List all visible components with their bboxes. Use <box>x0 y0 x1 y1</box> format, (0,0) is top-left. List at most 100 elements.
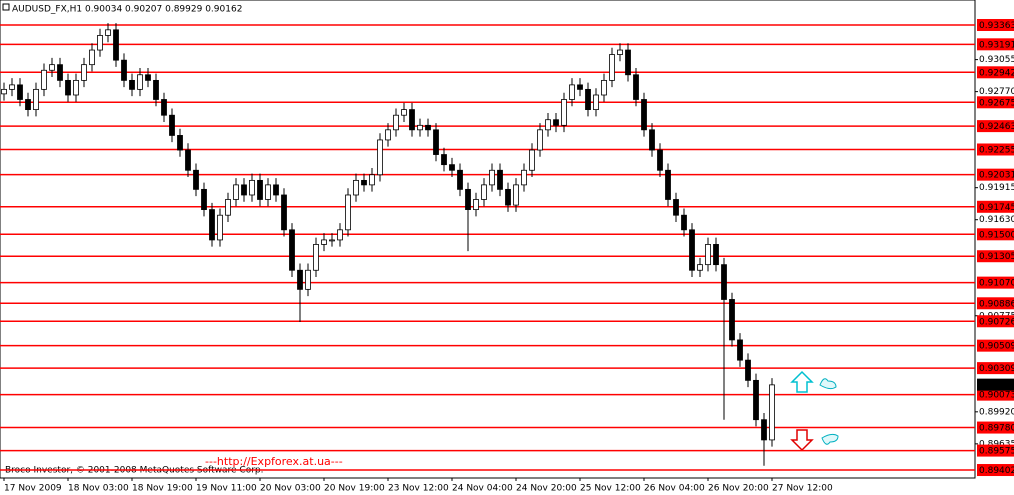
candle-body <box>497 169 503 190</box>
y-tick-label: 0.89635 <box>979 439 1014 449</box>
x-tick-label: 20 Nov 19:00 <box>324 484 385 494</box>
candle-body <box>585 88 591 110</box>
candle-body <box>545 119 551 131</box>
level-label: 0.91745 <box>979 203 1014 213</box>
candle-body <box>649 129 655 151</box>
candle-body <box>25 99 31 110</box>
candle-body <box>561 99 567 126</box>
candle-body <box>737 339 743 361</box>
candle-body <box>249 179 255 196</box>
candle-body <box>625 49 631 76</box>
level-label: 0.90309 <box>979 364 1014 374</box>
candle-body <box>449 164 455 171</box>
candle-body <box>665 169 671 200</box>
candle-body <box>729 299 735 341</box>
candle-body <box>305 269 311 290</box>
candle-body <box>393 114 399 131</box>
level-label-box <box>977 297 1014 310</box>
candle-body <box>505 188 511 206</box>
candle-body <box>233 184 239 200</box>
plot-frame <box>0 0 976 479</box>
x-tick-label: 26 Nov 04:00 <box>644 484 705 494</box>
level-label-box <box>977 168 1014 181</box>
candle-body <box>633 74 639 100</box>
candle-body <box>281 194 287 231</box>
candle-body <box>569 84 575 100</box>
candle-body <box>361 179 367 186</box>
candle-body <box>609 54 615 81</box>
candle-body <box>169 114 175 136</box>
level-label: 0.91500 <box>979 230 1014 240</box>
candle-body <box>593 94 599 110</box>
candle-body <box>705 244 711 266</box>
candle-body <box>417 124 423 131</box>
candle-body <box>681 214 687 231</box>
candle-body <box>145 74 151 81</box>
candle-body <box>313 244 319 271</box>
candle-body <box>57 64 63 81</box>
level-label-box <box>977 362 1014 375</box>
level-label-box <box>977 421 1014 434</box>
up-arrow <box>790 370 837 393</box>
candle-body <box>481 184 487 200</box>
level-label-box <box>977 66 1014 79</box>
candle-body <box>657 149 663 171</box>
x-tick-label: 24 Nov 04:00 <box>452 484 513 494</box>
candle-body <box>73 79 79 96</box>
candle-body <box>409 109 415 131</box>
x-tick-label: 27 Nov 12:00 <box>772 484 833 494</box>
y-tick-label: 0.89920 <box>979 407 1014 417</box>
candle-body <box>537 129 543 151</box>
x-tick-label: 18 Nov 03:00 <box>68 484 129 494</box>
candle-body <box>321 239 327 245</box>
candle-body <box>297 269 303 290</box>
candle-body <box>97 35 103 51</box>
candle-body <box>329 239 335 242</box>
level-label: 0.92255 <box>979 145 1014 155</box>
candle-body <box>353 179 359 196</box>
candle-body <box>81 64 87 81</box>
candle-body <box>441 154 447 166</box>
candle-body <box>201 188 207 210</box>
candle-body <box>273 184 279 196</box>
level-label: 0.89575 <box>979 447 1014 457</box>
level-label: 0.90073 <box>979 391 1014 401</box>
candle-body <box>769 384 775 441</box>
level-label-box <box>977 250 1014 263</box>
level-label: 0.92031 <box>979 171 1014 181</box>
level-label: 0.92942 <box>979 68 1014 78</box>
level-label-box <box>977 228 1014 241</box>
candle-body <box>257 179 263 200</box>
x-tick-label: 17 Nov 2009 <box>4 484 62 494</box>
candle-body <box>121 59 127 81</box>
candle-body <box>49 64 55 71</box>
y-tick-label: 0.91630 <box>979 215 1014 225</box>
x-tick-label: 24 Nov 20:00 <box>516 484 577 494</box>
candle-body <box>465 188 471 210</box>
candle-body <box>753 379 759 421</box>
level-label: 0.89402 <box>979 466 1014 476</box>
candle-body <box>385 129 391 141</box>
y-tick-label: 0.93055 <box>979 55 1014 65</box>
candle-body <box>89 49 95 66</box>
candle-body <box>721 264 727 300</box>
current-price-label: 0.90162 <box>979 381 1014 391</box>
candle-body <box>193 169 199 190</box>
candle-body <box>401 109 407 116</box>
candle-body <box>577 84 583 90</box>
candle-body <box>745 359 751 381</box>
level-label-box <box>977 315 1014 328</box>
candle-body <box>377 139 383 176</box>
level-label-box <box>977 120 1014 133</box>
level-label: 0.93191 <box>979 40 1014 50</box>
level-label: 0.92675 <box>979 98 1014 108</box>
candle-body <box>41 69 47 90</box>
candle-body <box>265 184 271 200</box>
candle-body <box>433 129 439 155</box>
candle-body <box>473 199 479 210</box>
candle-body <box>9 84 15 90</box>
candle-body <box>225 199 231 216</box>
candle-body <box>241 184 247 196</box>
x-tick-label: 26 Nov 20:00 <box>708 484 769 494</box>
